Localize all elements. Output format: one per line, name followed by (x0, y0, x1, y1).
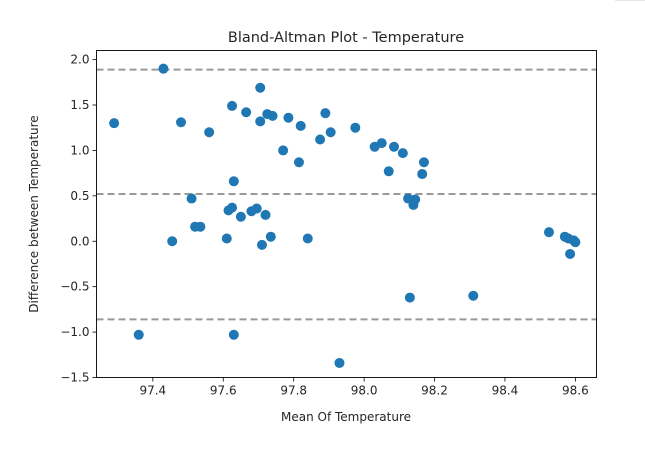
x-tick-label: 98.0 (351, 384, 378, 398)
data-point (468, 290, 479, 301)
x-axis-ticks: 97.4 97.6 97.8 98.0 98.2 98.4 98.6 (139, 377, 589, 398)
x-tick-label: 98.2 (421, 384, 448, 398)
data-point (565, 248, 576, 259)
data-point (389, 141, 400, 152)
data-point (176, 117, 187, 128)
data-point (302, 233, 313, 244)
data-point (260, 209, 271, 220)
data-point (383, 166, 394, 177)
data-point (221, 233, 232, 244)
data-point (167, 236, 178, 247)
data-point (228, 176, 239, 187)
x-tick-label: 97.4 (139, 384, 166, 398)
plot-area-frame (96, 50, 597, 378)
data-point (158, 63, 169, 74)
data-point (204, 127, 215, 138)
x-tick-label: 98.4 (492, 384, 519, 398)
y-tick-label: −1.5 (60, 371, 89, 385)
data-point (265, 231, 276, 242)
x-tick-label: 98.6 (562, 384, 589, 398)
data-point (315, 134, 326, 145)
data-point (295, 120, 306, 131)
data-point (283, 112, 294, 123)
data-point (267, 110, 278, 121)
data-point (334, 357, 345, 368)
data-point (570, 237, 581, 248)
y-tick-label: −1.0 (60, 325, 89, 339)
data-point (255, 116, 266, 127)
data-point (278, 145, 289, 156)
data-point (410, 194, 421, 205)
y-tick-label: 1.0 (70, 143, 89, 157)
y-tick-label: 0.5 (70, 189, 89, 203)
x-tick-label: 97.8 (280, 384, 307, 398)
data-point (376, 138, 387, 149)
y-tick-label: 1.5 (70, 98, 89, 112)
reference-lines (96, 68, 597, 321)
data-point (543, 227, 554, 238)
data-point (235, 211, 246, 222)
y-tick-label: −0.5 (60, 280, 89, 294)
x-axis-label: Mean Of Temperature (281, 410, 411, 424)
y-axis-ticks: −1.5 −1.0 −0.5 0.0 0.5 1.0 1.5 2.0 (60, 53, 97, 385)
data-point (418, 157, 429, 168)
data-point (227, 202, 238, 213)
data-point (228, 329, 239, 340)
data-point (255, 82, 266, 93)
data-point (186, 193, 197, 204)
data-point (350, 122, 361, 133)
y-axis-label: Difference between Temperature (27, 115, 41, 312)
data-point (325, 127, 336, 138)
data-point (133, 329, 144, 340)
data-point (397, 148, 408, 159)
data-point (109, 118, 120, 129)
y-tick-label: 2.0 (70, 53, 89, 67)
data-point (241, 107, 252, 118)
data-point (404, 292, 415, 303)
chart-title: Bland-Altman Plot - Temperature (228, 30, 464, 46)
data-point (251, 203, 262, 214)
data-point (293, 157, 304, 168)
y-tick-label: 0.0 (70, 234, 89, 248)
data-points (109, 63, 581, 368)
data-point (320, 108, 331, 119)
data-point (256, 239, 267, 250)
data-point (227, 100, 238, 111)
data-point (195, 221, 206, 232)
data-point (417, 169, 428, 180)
window-edge-line (615, 0, 645, 1)
x-tick-label: 97.6 (210, 384, 237, 398)
